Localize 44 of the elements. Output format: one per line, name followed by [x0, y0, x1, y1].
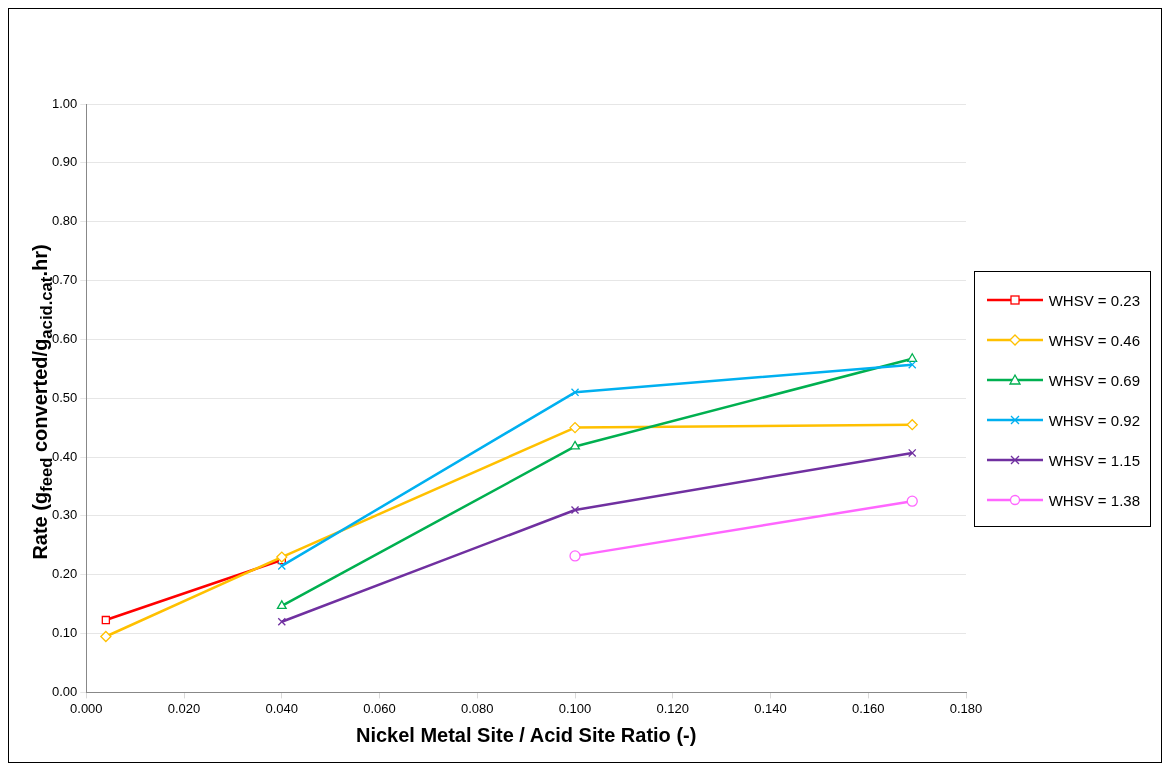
x-tick-label: 0.100 — [558, 700, 592, 716]
y-tick-label: 0.80 — [51, 213, 78, 229]
point — [908, 360, 917, 369]
point — [276, 551, 288, 563]
y-tick-label: 1.00 — [51, 95, 78, 111]
legend-label: WHSV = 0.69 — [1048, 371, 1140, 389]
y-tick-label: 0.00 — [51, 683, 78, 699]
legend-label: WHSV = 0.92 — [1048, 411, 1140, 429]
x-tick-label: 0.060 — [363, 700, 396, 716]
y-tick-label: 0.70 — [51, 272, 78, 288]
y-tick-label: 0.90 — [51, 154, 78, 170]
legend-label: WHSV = 0.46 — [1048, 331, 1140, 349]
point — [570, 440, 580, 450]
point — [907, 353, 918, 362]
y-tick-label: 0.50 — [51, 389, 78, 405]
point — [276, 600, 287, 610]
x-tick-label: 0.160 — [851, 700, 885, 716]
y-tick-label: 0.20 — [51, 566, 78, 582]
point — [906, 495, 918, 507]
x-tick-label: 0.000 — [70, 700, 103, 716]
y-tick-label: 0.10 — [51, 625, 78, 641]
point — [908, 448, 917, 458]
point — [570, 505, 580, 515]
legend-label: WHSV = 0.23 — [1048, 291, 1140, 309]
y-tick-label: 0.30 — [51, 507, 78, 523]
x-axis-title: Nickel Metal Site / Acid Site Ratio (-) — [355, 723, 697, 746]
y-tick-label: 0.60 — [51, 330, 78, 346]
x-tick-label: 0.040 — [265, 700, 299, 716]
x-tick-label: 0.140 — [754, 700, 787, 716]
point — [100, 630, 112, 643]
legend-label: WHSV = 1.38 — [1048, 491, 1140, 509]
y-tick-label: 0.40 — [51, 448, 78, 464]
x-tick-label: 0.080 — [461, 700, 494, 716]
point — [569, 421, 581, 434]
point — [570, 388, 580, 397]
point — [906, 419, 918, 431]
x-tick-label: 0.180 — [949, 700, 983, 716]
point — [101, 615, 111, 625]
point — [277, 561, 286, 571]
point — [569, 550, 581, 562]
legend-label: WHSV = 1.15 — [1048, 451, 1140, 469]
x-tick-label: 0.020 — [167, 700, 201, 716]
x-tick-label: 0.120 — [656, 700, 690, 716]
point — [277, 617, 286, 626]
